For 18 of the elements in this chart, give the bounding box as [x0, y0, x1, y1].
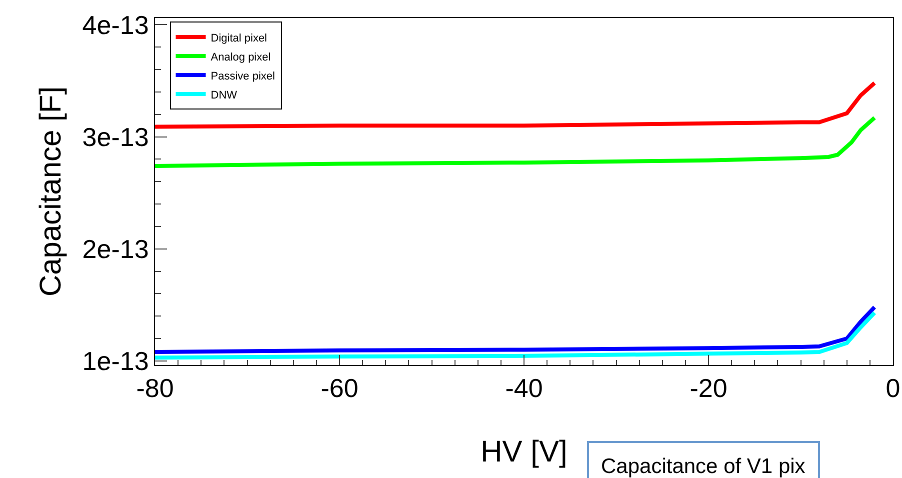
x-tick-label: -60 — [320, 373, 358, 404]
legend-label: DNW — [210, 89, 238, 102]
legend-label: Passive pixel — [210, 70, 275, 82]
x-axis-title: HV [V] — [480, 436, 568, 469]
y-axis-title: Capacitance [F] — [34, 86, 68, 297]
x-tick-label: 0 — [886, 373, 900, 404]
line-series — [155, 310, 877, 360]
line-series — [155, 305, 877, 354]
x-tick-label: -20 — [690, 373, 728, 404]
line-series — [155, 81, 877, 129]
y-tick-label: 3e-13 — [82, 122, 149, 152]
text: Capacitance of V1 pix — [601, 455, 806, 478]
legend-label: Analog pixel — [210, 51, 271, 64]
y-tick-label: 2e-13 — [82, 234, 149, 264]
x-tick-label: -40 — [505, 373, 543, 404]
legend-label: Digital pixel — [210, 32, 268, 44]
line-series — [155, 116, 877, 168]
y-tick-label: 4e-13 — [82, 10, 149, 40]
